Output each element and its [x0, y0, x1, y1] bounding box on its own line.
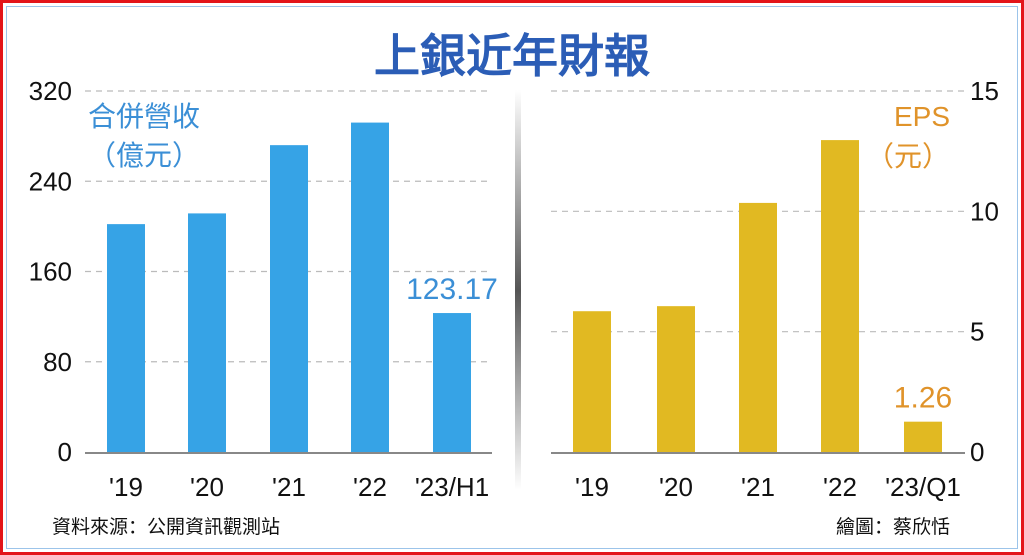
- eps-xtick-label: '19: [575, 472, 609, 502]
- eps-series-label: （元）: [866, 141, 950, 172]
- revenue-ytick-label: 320: [29, 76, 72, 106]
- revenue-chart: 0 80 160 240 320 '19 '20 '21 '22 '23/H1 123.17 合併營收…: [29, 76, 498, 502]
- eps-series-label: EPS: [894, 101, 950, 132]
- eps-ytick-label: 5: [970, 317, 984, 347]
- eps-ytick-label: 10: [970, 196, 999, 226]
- eps-chart: 0 5 10 15 '19 '20 '21 '22 '23/Q1 1.26 EPS （元）: [551, 76, 999, 502]
- eps-xtick-label: '22: [823, 472, 857, 502]
- eps-xtick-label: '21: [741, 472, 775, 502]
- eps-ytick-label: 0: [970, 437, 984, 467]
- revenue-xtick-label: '20: [190, 472, 224, 502]
- revenue-ytick-label: 0: [58, 437, 72, 467]
- eps-bar: [657, 306, 695, 452]
- revenue-xtick-label: '19: [109, 472, 143, 502]
- eps-data-label: 1.26: [894, 382, 952, 415]
- eps-bar: [821, 140, 859, 452]
- chart-canvas: 上銀近年財報 資料來源：公開資訊觀測站 繪圖：蔡欣恬 0 80 160 240 320 '…: [29, 30, 999, 538]
- revenue-xtick-label: '21: [272, 472, 306, 502]
- revenue-data-label: 123.17: [406, 273, 498, 306]
- revenue-bar: [433, 313, 471, 452]
- chart-title: 上銀近年財報: [374, 30, 650, 82]
- eps-xtick-label: '23/Q1: [885, 472, 961, 502]
- eps-xtick-label: '20: [659, 472, 693, 502]
- revenue-series-label: 合併營收: [88, 101, 200, 132]
- panel-divider: [515, 90, 521, 490]
- revenue-bar: [107, 224, 145, 452]
- eps-ytick-label: 15: [970, 76, 999, 106]
- eps-bar: [739, 202, 777, 452]
- revenue-bar: [188, 213, 226, 452]
- inner-border: [6, 6, 1018, 549]
- revenue-ytick-label: 160: [29, 257, 72, 287]
- revenue-bar: [351, 122, 389, 453]
- revenue-xtick-label: '23/H1: [415, 472, 489, 502]
- revenue-xtick-label: '22: [353, 472, 387, 502]
- revenue-ytick-label: 80: [43, 347, 72, 377]
- revenue-ytick-label: 240: [29, 166, 72, 196]
- credit-note: 繪圖：蔡欣恬: [836, 516, 950, 538]
- source-note: 資料來源：公開資訊觀測站: [52, 516, 280, 538]
- revenue-series-label: （億元）: [88, 140, 200, 171]
- revenue-bar: [270, 145, 308, 452]
- eps-bar: [904, 421, 942, 452]
- eps-bar: [573, 311, 611, 452]
